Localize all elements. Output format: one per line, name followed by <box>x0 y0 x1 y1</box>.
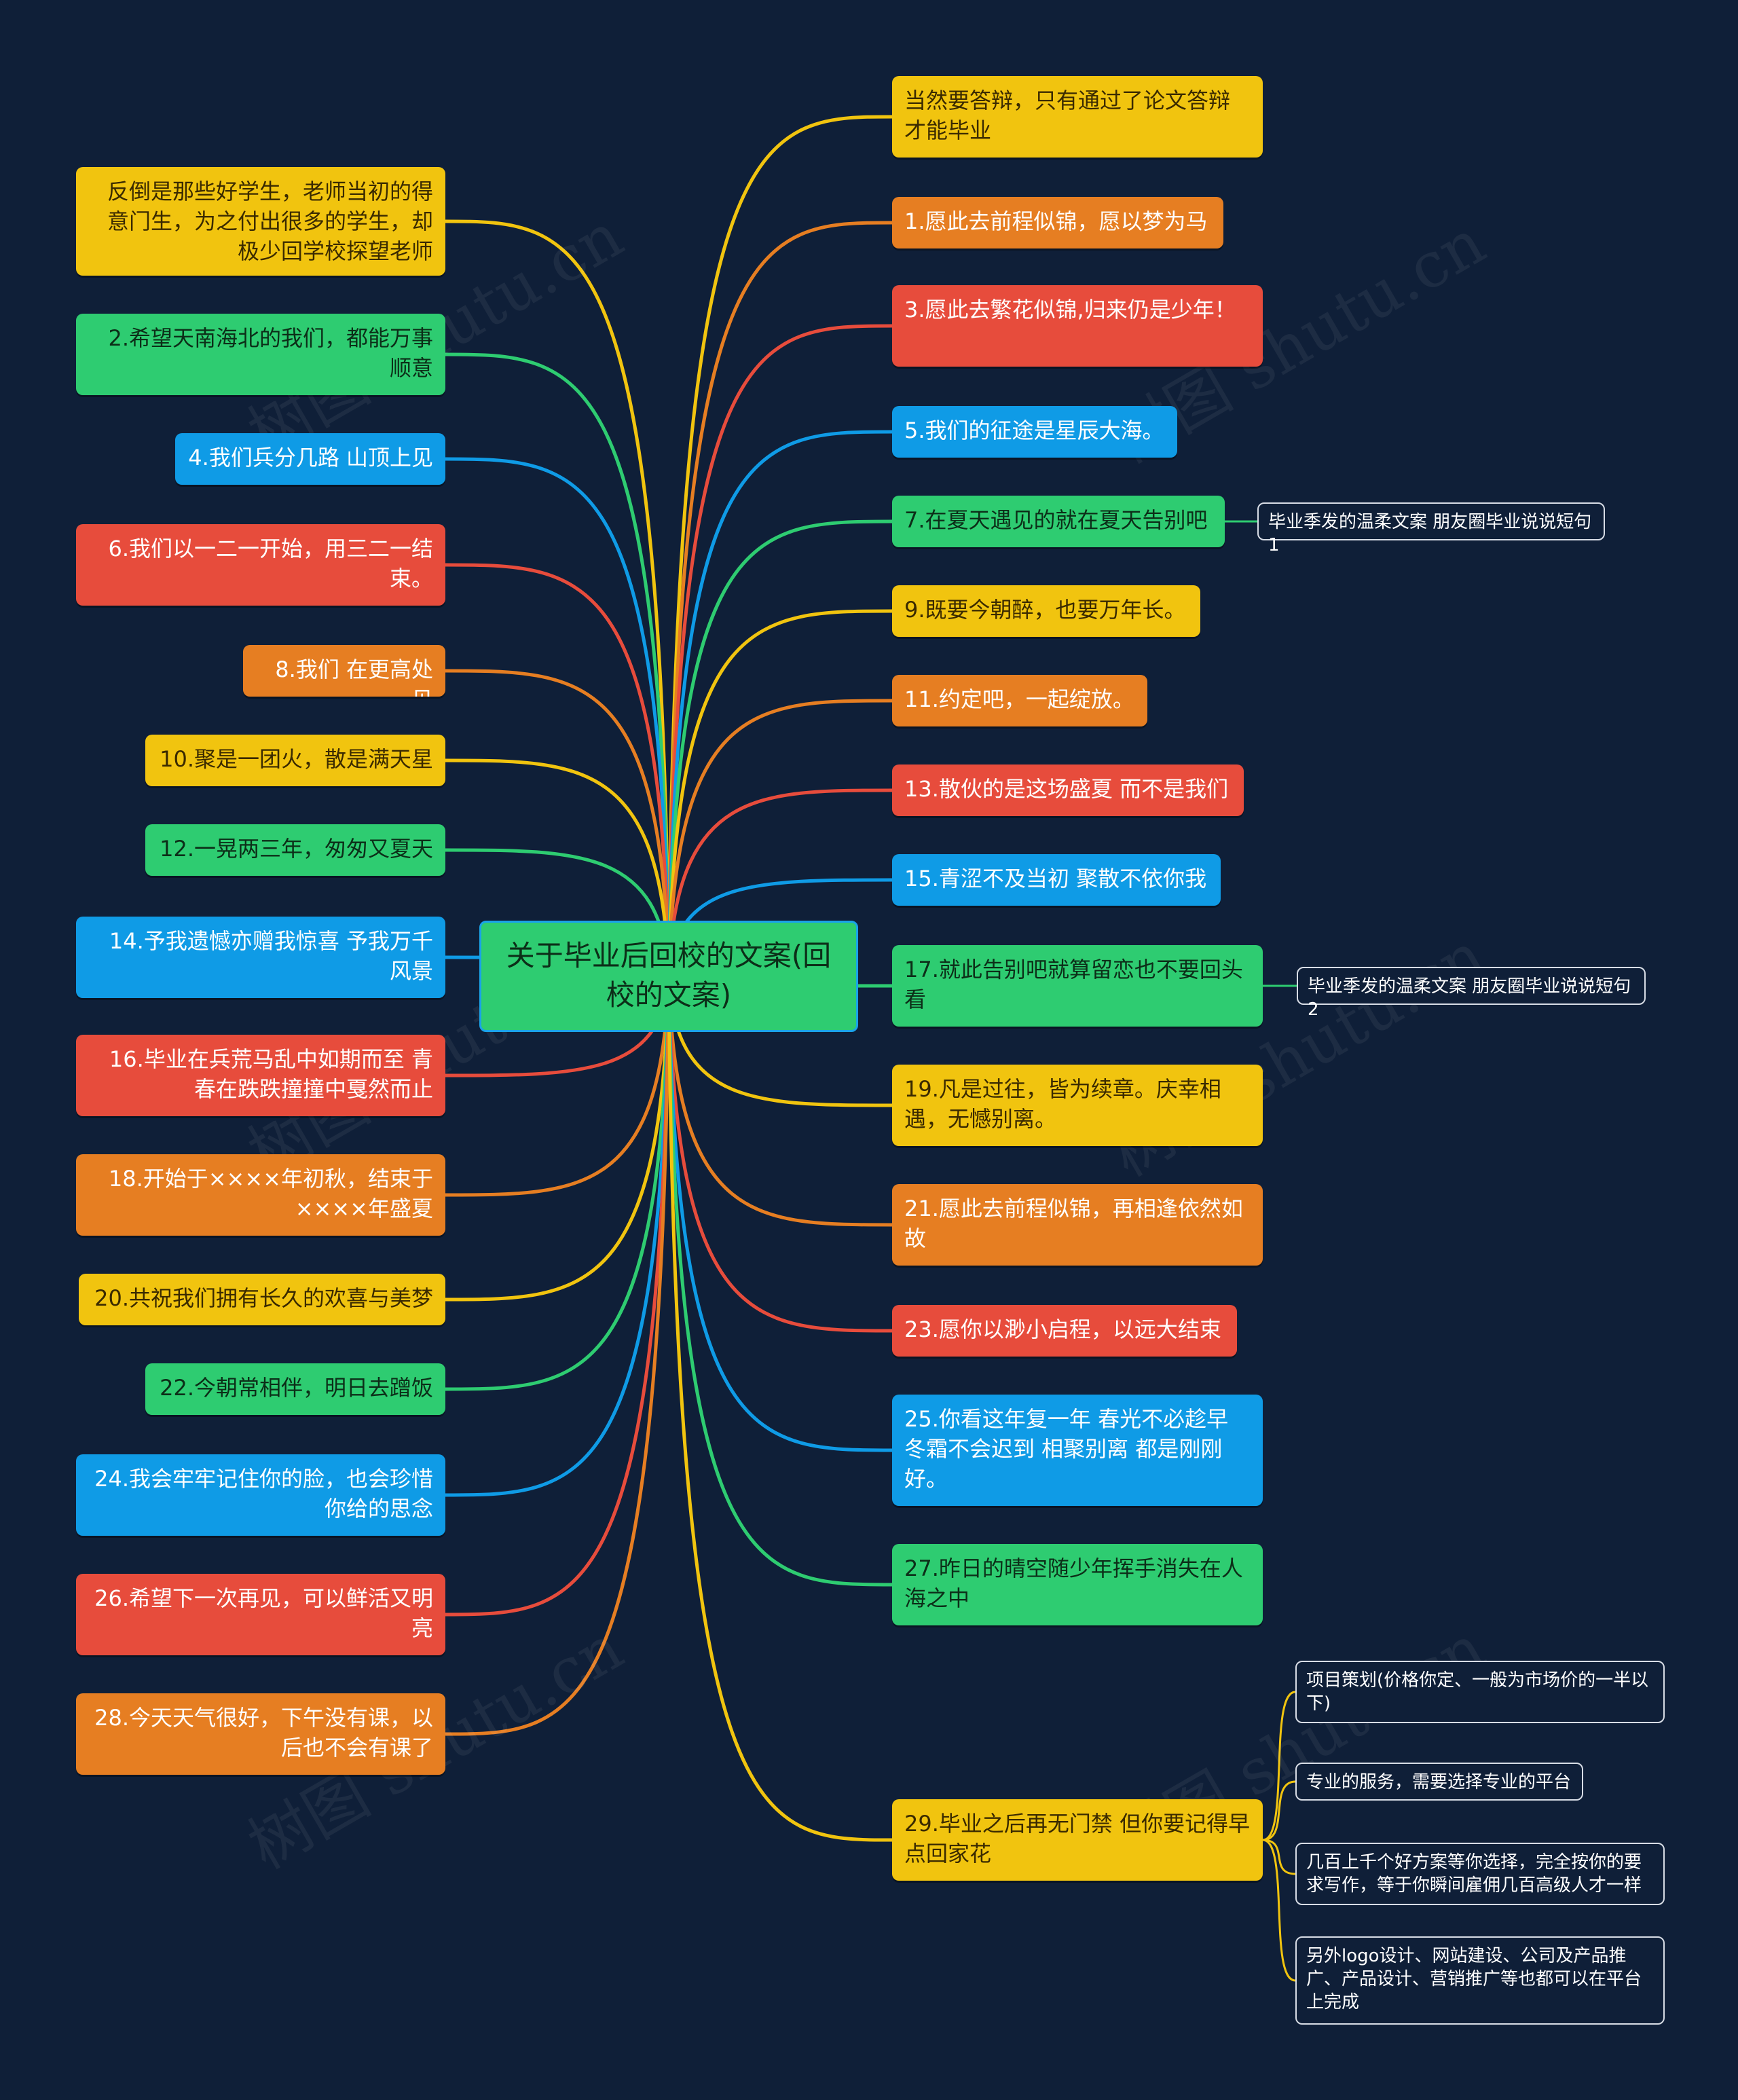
leaf-node[interactable]: 毕业季发的温柔文案 朋友圈毕业说说短句2 <box>1297 967 1646 1020</box>
left-branch-connector <box>445 457 671 977</box>
left-branch-connector <box>445 976 671 1391</box>
right-branch-node[interactable]: 29.毕业之后再无门禁 但你要记得早点回家花 <box>892 1799 1263 1881</box>
right-branch-node[interactable]: 5.我们的征途是星辰大海。 <box>892 406 1177 458</box>
right-branch-node[interactable]: 21.愿此去前程似锦，再相逢依然如故 <box>892 1184 1263 1266</box>
right-branch-connector <box>667 430 893 977</box>
left-branch-node[interactable]: 24.我会牢牢记住你的脸，也会珍惜你给的思念 <box>76 1454 445 1536</box>
right-branch-node[interactable]: 25.你看这年复一年 春光不必趁早 冬霜不会迟到 相聚别离 都是刚刚好。 <box>892 1395 1263 1506</box>
right-branch-connector <box>667 519 893 977</box>
right-branch-connector <box>667 115 893 977</box>
left-branch-connector <box>445 669 671 977</box>
left-branch-node[interactable]: 8.我们 在更高处见 <box>243 645 445 697</box>
right-branch-node[interactable]: 9.既要今朝醉，也要万年长。 <box>892 585 1200 637</box>
right-branch-connector <box>667 976 893 1842</box>
left-branch-node[interactable]: 16.毕业在兵荒马乱中如期而至 青春在跌跌撞撞中戛然而止 <box>76 1035 445 1116</box>
right-branch-connector <box>667 221 893 977</box>
right-branch-connector <box>667 788 893 977</box>
leaf-node[interactable]: 项目策划(价格你定、一般为市场价的一半以下) <box>1295 1661 1665 1723</box>
left-branch-node[interactable]: 14.予我遗憾亦赠我惊喜 予我万千风景 <box>76 917 445 998</box>
left-branch-node[interactable]: 20.共祝我们拥有长久的欢喜与美梦 <box>79 1274 445 1325</box>
right-branch-connector <box>667 976 893 1227</box>
left-branch-node[interactable]: 反倒是那些好学生，老师当初的得意门生，为之付出很多的学生，却极少回学校探望老师 <box>76 167 445 276</box>
left-branch-connector <box>445 976 671 1736</box>
right-branch-node[interactable]: 27.昨日的晴空随少年挥手消失在人海之中 <box>892 1544 1263 1625</box>
left-branch-node[interactable]: 26.希望下一次再见，可以鲜活又明亮 <box>76 1574 445 1655</box>
right-branch-node[interactable]: 19.凡是过往，皆为续章。庆幸相遇，无憾别离。 <box>892 1065 1263 1146</box>
leaf-connector <box>1262 1839 1296 1982</box>
right-branch-connector <box>667 324 893 977</box>
left-branch-node[interactable]: 6.我们以一二一开始，用三二一结束。 <box>76 524 445 606</box>
left-branch-node[interactable]: 28.今天天气很好，下午没有课，以后也不会有课了 <box>76 1693 445 1775</box>
left-branch-node[interactable]: 22.今朝常相伴，明日去蹭饭 <box>145 1363 445 1415</box>
left-branch-connector <box>445 976 671 1302</box>
left-branch-connector <box>445 976 671 1617</box>
right-branch-connector <box>667 976 893 1452</box>
right-branch-connector <box>667 609 893 977</box>
left-branch-node[interactable]: 12.一晃两三年，匆匆又夏天 <box>145 824 445 876</box>
left-branch-connector <box>445 352 671 977</box>
right-branch-connector <box>667 976 893 1333</box>
right-branch-node[interactable]: 3.愿此去繁花似锦,归来仍是少年！ <box>892 285 1263 367</box>
leaf-connector <box>1262 1839 1296 1875</box>
right-branch-connector <box>667 976 893 1587</box>
right-branch-node[interactable]: 11.约定吧，一起绽放。 <box>892 675 1147 726</box>
leaf-node[interactable]: 专业的服务，需要选择专业的平台 <box>1295 1763 1583 1801</box>
left-branch-node[interactable]: 18.开始于××××年初秋，结束于××××年盛夏 <box>76 1154 445 1236</box>
leaf-node[interactable]: 另外logo设计、网站建设、公司及产品推广、产品设计、营销推广等也都可以在平台上… <box>1295 1936 1665 2025</box>
left-branch-connector <box>445 219 671 977</box>
left-branch-node[interactable]: 2.希望天南海北的我们，都能万事顺意 <box>76 314 445 395</box>
right-branch-node[interactable]: 13.散伙的是这场盛夏 而不是我们 <box>892 765 1244 816</box>
right-branch-node[interactable]: 7.在夏天遇见的就在夏天告别吧 <box>892 496 1225 547</box>
right-branch-node[interactable]: 15.青涩不及当初 聚散不依你我 <box>892 854 1221 906</box>
left-branch-node[interactable]: 10.聚是一团火，散是满天星 <box>145 735 445 786</box>
left-branch-connector <box>445 976 671 1497</box>
right-branch-connector <box>667 699 893 977</box>
left-branch-node[interactable]: 4.我们兵分几路 山顶上见 <box>175 433 445 485</box>
leaf-connector <box>1262 1691 1296 1841</box>
leaf-connector <box>1262 1780 1296 1841</box>
leaf-node[interactable]: 毕业季发的温柔文案 朋友圈毕业说说短句1 <box>1257 502 1605 555</box>
right-branch-node[interactable]: 1.愿此去前程似锦，愿以梦为马 <box>892 197 1223 248</box>
left-branch-connector <box>445 563 671 977</box>
leaf-node[interactable]: 几百上千个好方案等你选择，完全按你的要求写作，等于你瞬间雇佣几百高级人才一样 <box>1295 1843 1665 1905</box>
right-branch-node[interactable]: 23.愿你以渺小启程，以远大结束 <box>892 1305 1237 1357</box>
right-branch-node[interactable]: 17.就此告别吧就算留恋也不要回头看 <box>892 945 1263 1027</box>
left-branch-connector <box>445 758 671 977</box>
right-branch-node[interactable]: 当然要答辩，只有通过了论文答辩才能毕业 <box>892 76 1263 158</box>
central-topic[interactable]: 关于毕业后回校的文案(回校的文案) <box>479 921 858 1032</box>
left-branch-connector <box>445 976 671 1197</box>
